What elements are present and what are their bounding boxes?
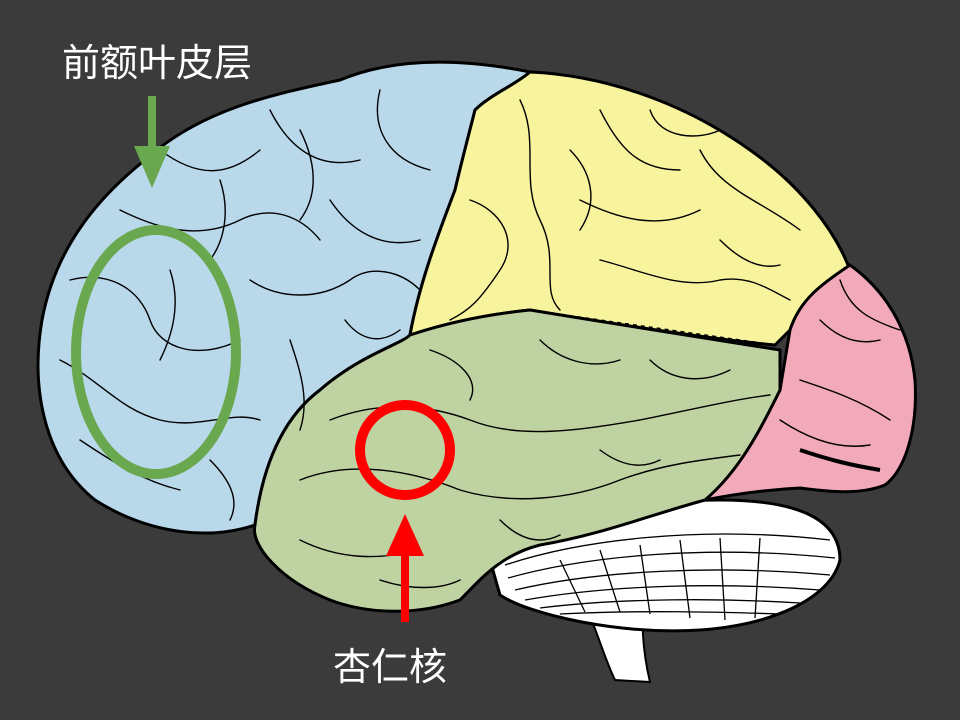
temporal-lobe <box>252 308 782 613</box>
temporal-sulci <box>299 339 771 589</box>
frontal-sulci <box>59 89 431 521</box>
prefrontal-cortex-marker <box>71 225 241 479</box>
amygdala-marker <box>355 400 455 500</box>
occipital-sulcus-bold <box>799 448 881 472</box>
parietal-sulci <box>449 99 801 321</box>
prefrontal-arrow-head <box>134 146 170 188</box>
cerebellum-folia <box>504 533 836 621</box>
prefrontal-cortex-label: 前额叶皮层 <box>62 41 253 85</box>
amygdala-arrow-head <box>386 514 424 556</box>
parietal-temporal-boundary <box>529 309 776 346</box>
amygdala-label: 杏仁核 <box>333 645 448 689</box>
parietal-lobe <box>408 70 852 347</box>
occipital-sulci <box>779 279 901 447</box>
